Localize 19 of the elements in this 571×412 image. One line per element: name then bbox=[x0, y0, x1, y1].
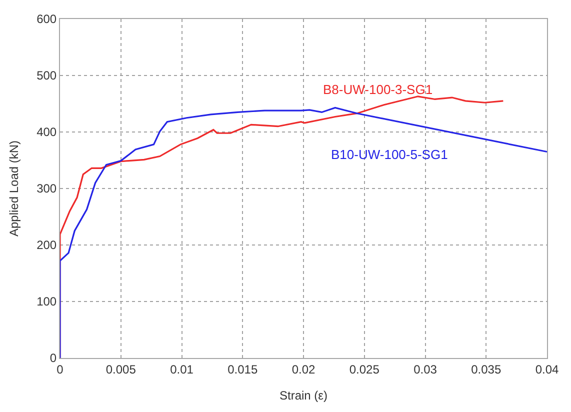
y-tick-label: 600 bbox=[36, 12, 57, 26]
x-tick-label: 0.03 bbox=[414, 362, 438, 376]
series-label: B8-UW-100-3-SG1 bbox=[323, 82, 433, 97]
series-label: B10-UW-100-5-SG1 bbox=[331, 147, 448, 162]
y-axis-title: Applied Load (kN) bbox=[6, 140, 21, 237]
x-tick-label: 0.035 bbox=[471, 362, 502, 376]
x-tick-label: 0.04 bbox=[535, 362, 559, 376]
y-tick-label: 400 bbox=[36, 125, 57, 140]
x-tick-label: 0.025 bbox=[349, 362, 380, 376]
y-tick-label: 200 bbox=[36, 238, 57, 252]
x-axis-title: Strain (ε) bbox=[279, 388, 328, 402]
y-tick-label: 300 bbox=[36, 182, 57, 196]
y-tick-label: 500 bbox=[36, 68, 57, 83]
y-tick-label: 100 bbox=[36, 294, 57, 309]
x-tick-label: 0.005 bbox=[106, 362, 136, 376]
x-tick-label: 0.02 bbox=[292, 362, 316, 376]
x-tick-label: 0.01 bbox=[170, 362, 194, 376]
y-tick-label: 0 bbox=[50, 351, 57, 366]
x-tick-label: 0.015 bbox=[228, 362, 258, 376]
